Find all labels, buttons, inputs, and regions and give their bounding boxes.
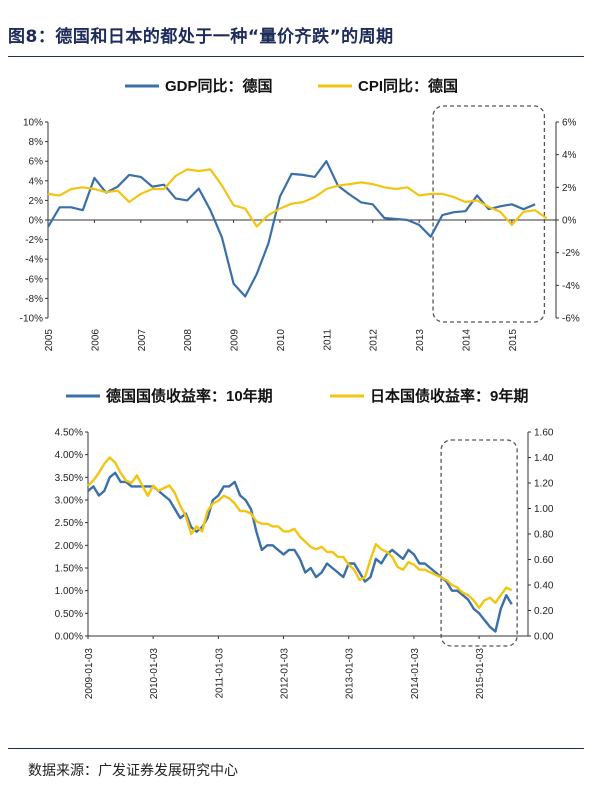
legend-label-1: 日本国债收益率：9年期 [370, 387, 528, 405]
x-tick-label: 2011-01-03 [214, 648, 225, 699]
x-tick-label: 2011 [322, 329, 333, 351]
y-right-tick-label: 2% [562, 183, 577, 194]
y-right-tick-label: 1.00 [534, 504, 554, 515]
footer-rule [8, 748, 584, 749]
y-left-tick-label: 3.00% [55, 496, 83, 507]
y-left-tick-label: 2% [29, 196, 44, 207]
figure-title: 图8：德国和日本的都处于一种“量价齐跌”的周期 [8, 27, 394, 47]
x-tick-label: 2010-01-03 [149, 648, 160, 700]
x-tick-label: 2012-01-03 [280, 648, 291, 700]
y-right-tick-label: 0.40 [534, 581, 554, 592]
x-tick-label: 2009 [230, 329, 241, 352]
series-line-1 [87, 456, 513, 610]
legend-label-1: CPI同比：德国 [358, 77, 458, 95]
y-right-tick-label: 1.20 [534, 479, 554, 490]
x-tick-label: 2005 [44, 329, 55, 352]
y-left-tick-label: -4% [25, 255, 43, 266]
y-left-tick-label: 2.50% [55, 518, 83, 529]
legend-label-0: GDP同比：德国 [165, 77, 273, 95]
y-right-tick-label: 1.40 [534, 453, 554, 464]
x-tick-label: 2009-01-03 [84, 648, 95, 700]
y-left-tick-label: 0.00% [55, 632, 83, 643]
y-left-tick-label: 2.00% [55, 541, 83, 552]
y-right-tick-label: 0.20 [534, 606, 554, 617]
series-line-0 [47, 160, 536, 298]
x-tick-label: 2007 [137, 329, 148, 352]
x-tick-label: 2010 [276, 329, 287, 352]
title-underline [8, 56, 584, 57]
highlight-box [440, 439, 518, 647]
y-left-tick-label: -2% [25, 235, 43, 246]
y-left-tick-label: -10% [20, 314, 43, 325]
y-left-tick-label: -8% [25, 294, 43, 305]
y-left-tick-label: 10% [23, 118, 43, 129]
y-left-tick-label: 4.50% [55, 428, 83, 439]
y-left-tick-label: -6% [25, 274, 43, 285]
x-tick-label: 2014 [462, 329, 473, 352]
y-left-tick-label: 8% [29, 137, 44, 148]
y-right-tick-label: 4% [562, 150, 577, 161]
source-note: 数据来源：广发证券发展研究中心 [28, 763, 238, 779]
y-right-tick-label: 0.80 [534, 530, 554, 541]
y-left-tick-label: 4.00% [55, 450, 83, 461]
highlight-box [432, 105, 546, 323]
gdp-cpi-chart: GDP同比：德国 CPI同比：德国 10% 8% 6% 4% 2% 0% -2% -4% -6% -8… [20, 77, 580, 352]
y-right-tick-label: 1.60 [534, 428, 554, 439]
y-left-tick-label: 1.00% [55, 586, 83, 597]
bond-yield-chart: 德国国债收益率：10年期 日本国债收益率：9年期 4.50% 4.00% 3.50% 3.… [55, 387, 554, 700]
y-right-tick-label: 0.60 [534, 555, 554, 566]
x-tick-label: 2006 [90, 329, 101, 352]
y-right-tick-label: -4% [562, 281, 580, 292]
y-left-tick-label: 1.50% [55, 564, 83, 575]
x-tick-label: 2015 [508, 329, 519, 352]
y-right-tick-label: -2% [562, 248, 580, 259]
x-tick-label: 2012 [369, 329, 380, 352]
legend-label-0: 德国国债收益率：10年期 [106, 387, 273, 405]
x-tick-label: 2015-01-03 [475, 648, 486, 700]
y-left-tick-label: 4% [29, 176, 44, 187]
y-right-tick-label: 6% [562, 118, 577, 129]
y-right-tick-label: 0.00 [534, 632, 554, 643]
x-tick-label: 2013 [415, 329, 426, 352]
series-line-1 [47, 168, 548, 228]
y-left-tick-label: 6% [29, 157, 44, 168]
y-left-tick-label: 3.50% [55, 473, 83, 484]
y-right-tick-label: 0% [562, 216, 577, 227]
x-tick-label: 2013-01-03 [345, 648, 356, 700]
x-tick-label: 2008 [183, 329, 194, 352]
series-line-0 [87, 471, 513, 633]
y-left-tick-label: 0.50% [55, 609, 83, 620]
x-tick-label: 2014-01-03 [410, 648, 421, 700]
y-right-tick-label: -6% [562, 314, 580, 325]
y-left-tick-label: 0% [29, 216, 44, 227]
